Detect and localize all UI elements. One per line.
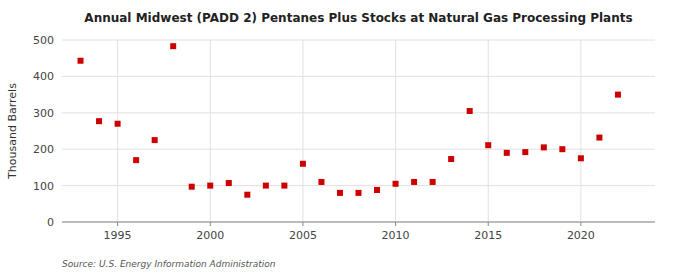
x-grid-line [580,40,581,222]
x-tick-label: 2020 [567,229,595,242]
point [133,157,139,163]
y-tick-label: 300 [33,107,54,120]
point [448,156,454,162]
point [522,149,528,155]
y-axis-label: Thousand Barrels [6,83,19,180]
point [318,179,324,185]
title: Annual Midwest (PADD 2) Pentanes Plus St… [84,11,632,25]
point [244,192,250,198]
page: {"chart_data": {"type": "scatter", "titl… [0,0,675,275]
point [374,187,380,193]
x-tick [395,222,396,226]
y-grid-line [62,76,655,77]
x-tick [302,222,303,226]
y-grid-line [62,149,655,150]
point [263,183,269,189]
x-tick-label: 2005 [289,229,317,242]
x-axis-line [62,222,655,223]
point [281,183,287,189]
axes: 0 100 200 300 400 500 1995 2000 2005 2010 2015 2020 [33,34,655,242]
y-tick-label: 400 [33,70,54,83]
x-tick [488,222,489,226]
point [485,142,491,148]
x-tick-label: 2000 [196,229,224,242]
point [226,180,232,186]
y-tick-label: 200 [33,143,54,156]
x-grid-line [488,40,489,222]
y-grid-line [62,185,655,186]
chart: 0 100 200 300 400 500 1995 2000 2005 2010 2015 2020… [0,0,675,275]
point [504,150,510,156]
point [411,179,417,185]
x-grid-line [210,40,211,222]
x-tick-label: 2015 [474,229,502,242]
point [615,92,621,98]
point [578,155,584,161]
x-grid-line [302,40,303,222]
y-grid-line [62,222,655,223]
point [152,137,158,143]
y-tick-label: 500 [33,34,54,47]
y-grid-line [62,40,655,41]
point [467,108,473,114]
point [300,161,306,167]
marks [78,43,621,198]
x-tick [580,222,581,226]
point [78,58,84,64]
source-note: Source: U.S. Energy Information Administ… [62,259,276,269]
point [596,135,602,141]
x-grid-line [117,40,118,222]
y-grid-line [62,112,655,113]
point [207,183,213,189]
point [115,121,121,127]
point [393,181,399,187]
point [189,184,195,190]
point [430,179,436,185]
x-tick-label: 2010 [382,229,410,242]
y-tick-label: 0 [47,216,54,229]
point [356,190,362,196]
grid [62,40,655,222]
y-tick-label: 100 [33,180,54,193]
background [0,0,675,275]
point [96,118,102,124]
point [541,144,547,150]
point [559,146,565,152]
point [170,43,176,49]
x-tick [117,222,118,226]
point [337,190,343,196]
x-tick-label: 1995 [104,229,132,242]
x-tick [210,222,211,226]
x-grid-line [395,40,396,222]
